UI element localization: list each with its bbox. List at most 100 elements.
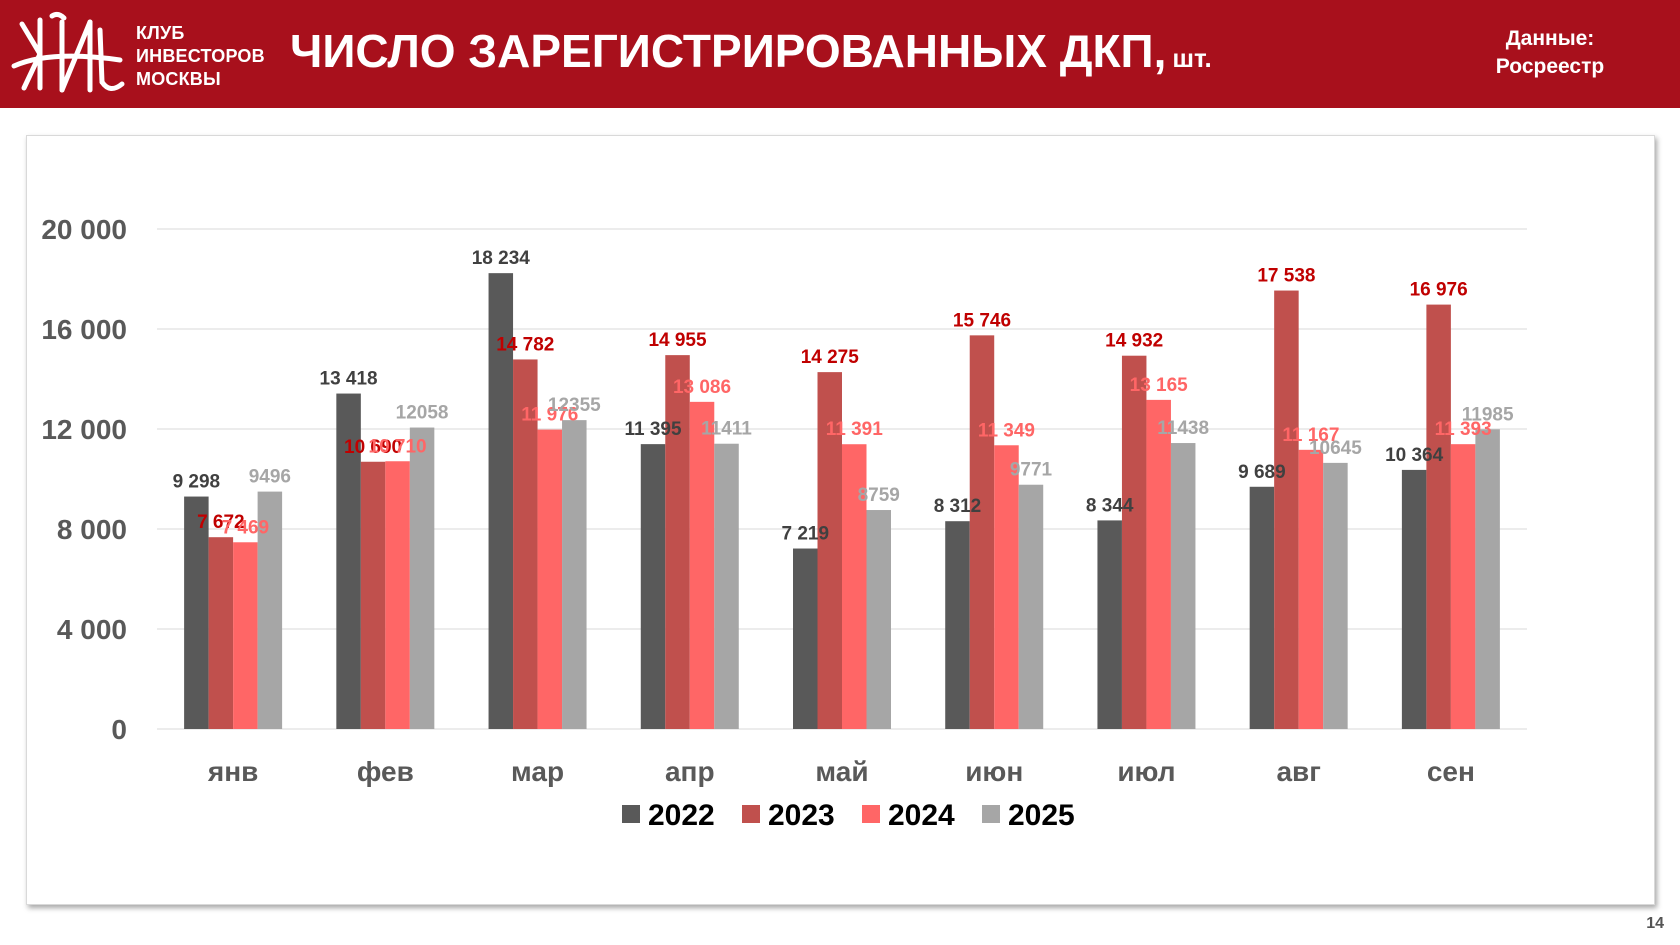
bar <box>1097 520 1122 729</box>
data-label: 7 469 <box>222 517 270 538</box>
bar <box>336 393 361 729</box>
org-line-3: МОСКВЫ <box>136 69 221 89</box>
bar <box>665 355 690 729</box>
x-tick-label: мар <box>511 756 564 787</box>
data-label: 14 275 <box>801 347 860 368</box>
data-label: 11 395 <box>624 419 681 440</box>
data-source-name: Росреестр <box>1495 55 1605 78</box>
bar <box>817 372 842 729</box>
data-label: 7 672 <box>197 512 245 533</box>
data-label: 11 167 <box>1282 425 1339 446</box>
x-tick-label: авг <box>1276 756 1320 787</box>
data-label: 12355 <box>548 395 601 416</box>
bar <box>360 461 386 729</box>
bar <box>1450 444 1476 729</box>
data-label: 9771 <box>1010 460 1053 481</box>
bar <box>866 510 891 729</box>
data-label: 10 710 <box>369 436 427 457</box>
legend-label: 2022 <box>648 799 715 832</box>
bar <box>1170 443 1196 729</box>
data-label: 16 976 <box>1410 280 1468 301</box>
bar <box>1249 486 1275 729</box>
data-label: 11 349 <box>978 420 1035 441</box>
bar <box>537 429 563 729</box>
data-label: 17 538 <box>1257 266 1315 287</box>
org-line-2: ИНВЕСТОРОВ <box>136 46 265 66</box>
bar <box>1401 469 1427 729</box>
page-title: ЧИСЛО ЗАРЕГИСТРИРОВАННЫХ ДКП, шт. <box>290 24 1212 78</box>
data-label: 7 219 <box>781 524 829 545</box>
legend-label: 2025 <box>1008 799 1075 832</box>
data-label: 18 234 <box>472 248 531 269</box>
data-label: 11411 <box>701 419 752 440</box>
y-tick-label: 20 000 <box>41 214 127 245</box>
bar <box>1426 304 1451 729</box>
x-tick-label: янв <box>207 756 258 787</box>
data-label: 11985 <box>1462 404 1514 425</box>
y-tick-label: 8 000 <box>57 514 127 545</box>
data-label: 8 312 <box>934 496 982 517</box>
data-source: Данные: Росреестр <box>1470 25 1630 81</box>
bar <box>1323 462 1348 729</box>
legend-swatch <box>862 805 880 823</box>
bar <box>257 491 283 729</box>
y-tick-label: 4 000 <box>57 614 127 645</box>
club-logo-icon <box>11 11 125 93</box>
org-line-1: КЛУБ <box>136 23 185 43</box>
bar <box>1018 484 1044 729</box>
bar <box>945 521 970 729</box>
legend-label: 2024 <box>888 799 955 832</box>
data-label: 14 955 <box>648 330 707 351</box>
bar <box>385 461 410 729</box>
bar <box>1274 290 1299 729</box>
x-tick-label: сен <box>1427 756 1475 787</box>
data-label: 9496 <box>249 467 291 488</box>
organization-name: КЛУБ ИНВЕСТОРОВ МОСКВЫ <box>136 22 265 91</box>
bar <box>513 359 538 729</box>
bar <box>842 444 867 729</box>
bar <box>714 443 739 729</box>
bar <box>409 427 435 729</box>
data-label: 13 086 <box>673 377 731 398</box>
y-tick-label: 12 000 <box>41 414 127 445</box>
data-label: 15 746 <box>953 310 1011 331</box>
legend-label: 2023 <box>768 799 835 832</box>
bar <box>689 401 715 729</box>
data-label: 11 391 <box>826 419 883 440</box>
bar <box>208 537 234 729</box>
data-label: 8759 <box>858 485 900 506</box>
bar <box>1298 449 1324 729</box>
data-label: 13 165 <box>1130 375 1189 396</box>
x-tick-label: июн <box>965 756 1023 787</box>
legend-swatch <box>982 805 1000 823</box>
x-tick-label: апр <box>665 756 715 787</box>
data-label: 9 298 <box>173 472 221 493</box>
data-label: 10 364 <box>1385 445 1444 466</box>
bar <box>562 420 587 729</box>
data-label: 9 689 <box>1238 462 1286 483</box>
bar <box>1146 399 1171 729</box>
data-label: 10645 <box>1309 438 1362 459</box>
data-label: 14 782 <box>496 334 554 355</box>
page-number: 14 <box>1646 915 1664 932</box>
data-label: 13 418 <box>320 369 378 390</box>
bar <box>994 445 1019 729</box>
data-label: 11 976 <box>521 405 578 426</box>
bar <box>793 548 818 729</box>
data-label: 14 932 <box>1105 331 1163 352</box>
data-label: 11438 <box>1157 418 1209 439</box>
legend-swatch <box>742 805 760 823</box>
legend-swatch <box>622 805 640 823</box>
header-banner: КЛУБ ИНВЕСТОРОВ МОСКВЫ ЧИСЛО ЗАРЕГИСТРИР… <box>0 0 1680 108</box>
bar <box>969 335 995 729</box>
data-label: 11 393 <box>1435 419 1492 440</box>
bar <box>488 273 514 729</box>
x-tick-label: фев <box>357 756 414 787</box>
data-label: 12058 <box>396 403 449 424</box>
bar <box>640 444 666 729</box>
bar <box>1121 355 1147 729</box>
data-label: 8 344 <box>1086 495 1134 516</box>
bar <box>233 542 258 729</box>
x-tick-label: май <box>815 756 868 787</box>
